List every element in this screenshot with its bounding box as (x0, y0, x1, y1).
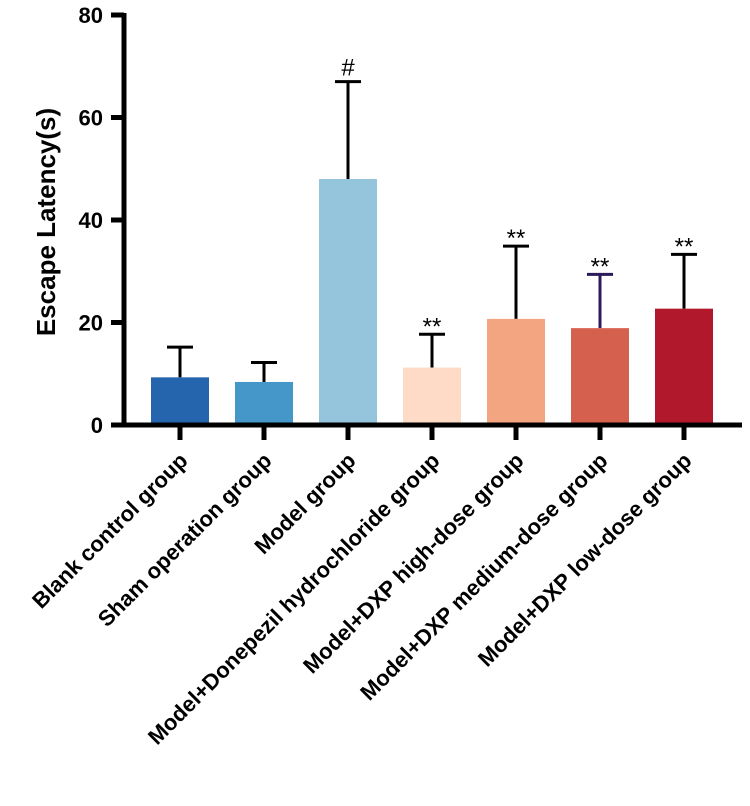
bar (403, 367, 461, 425)
significance-annotation: ** (675, 233, 694, 260)
y-tick-label: 40 (79, 208, 103, 233)
y-axis-title: Escape Latency(s) (31, 108, 61, 336)
category-label: Model+Donepezil hydrochloride group (143, 448, 445, 750)
bar (487, 318, 545, 425)
bar (151, 377, 209, 425)
significance-annotation: ** (591, 253, 610, 280)
bar (571, 328, 629, 425)
bar (655, 308, 713, 425)
significance-annotation: # (341, 55, 355, 82)
ticks-layer: 0 20 40 60 80 (79, 3, 687, 440)
y-tick-label: 60 (79, 106, 103, 131)
bars-layer: # ** ** ** ** (151, 55, 713, 425)
category-label: Sham operation group (93, 448, 277, 632)
category-label: Blank control group (27, 448, 192, 613)
y-tick-label: 80 (79, 3, 103, 28)
y-tick-label: 20 (79, 311, 103, 336)
bar (235, 381, 293, 425)
significance-annotation: ** (423, 313, 442, 340)
significance-annotation: ** (507, 225, 526, 252)
bar (319, 179, 377, 425)
y-tick-label: 0 (91, 413, 103, 438)
